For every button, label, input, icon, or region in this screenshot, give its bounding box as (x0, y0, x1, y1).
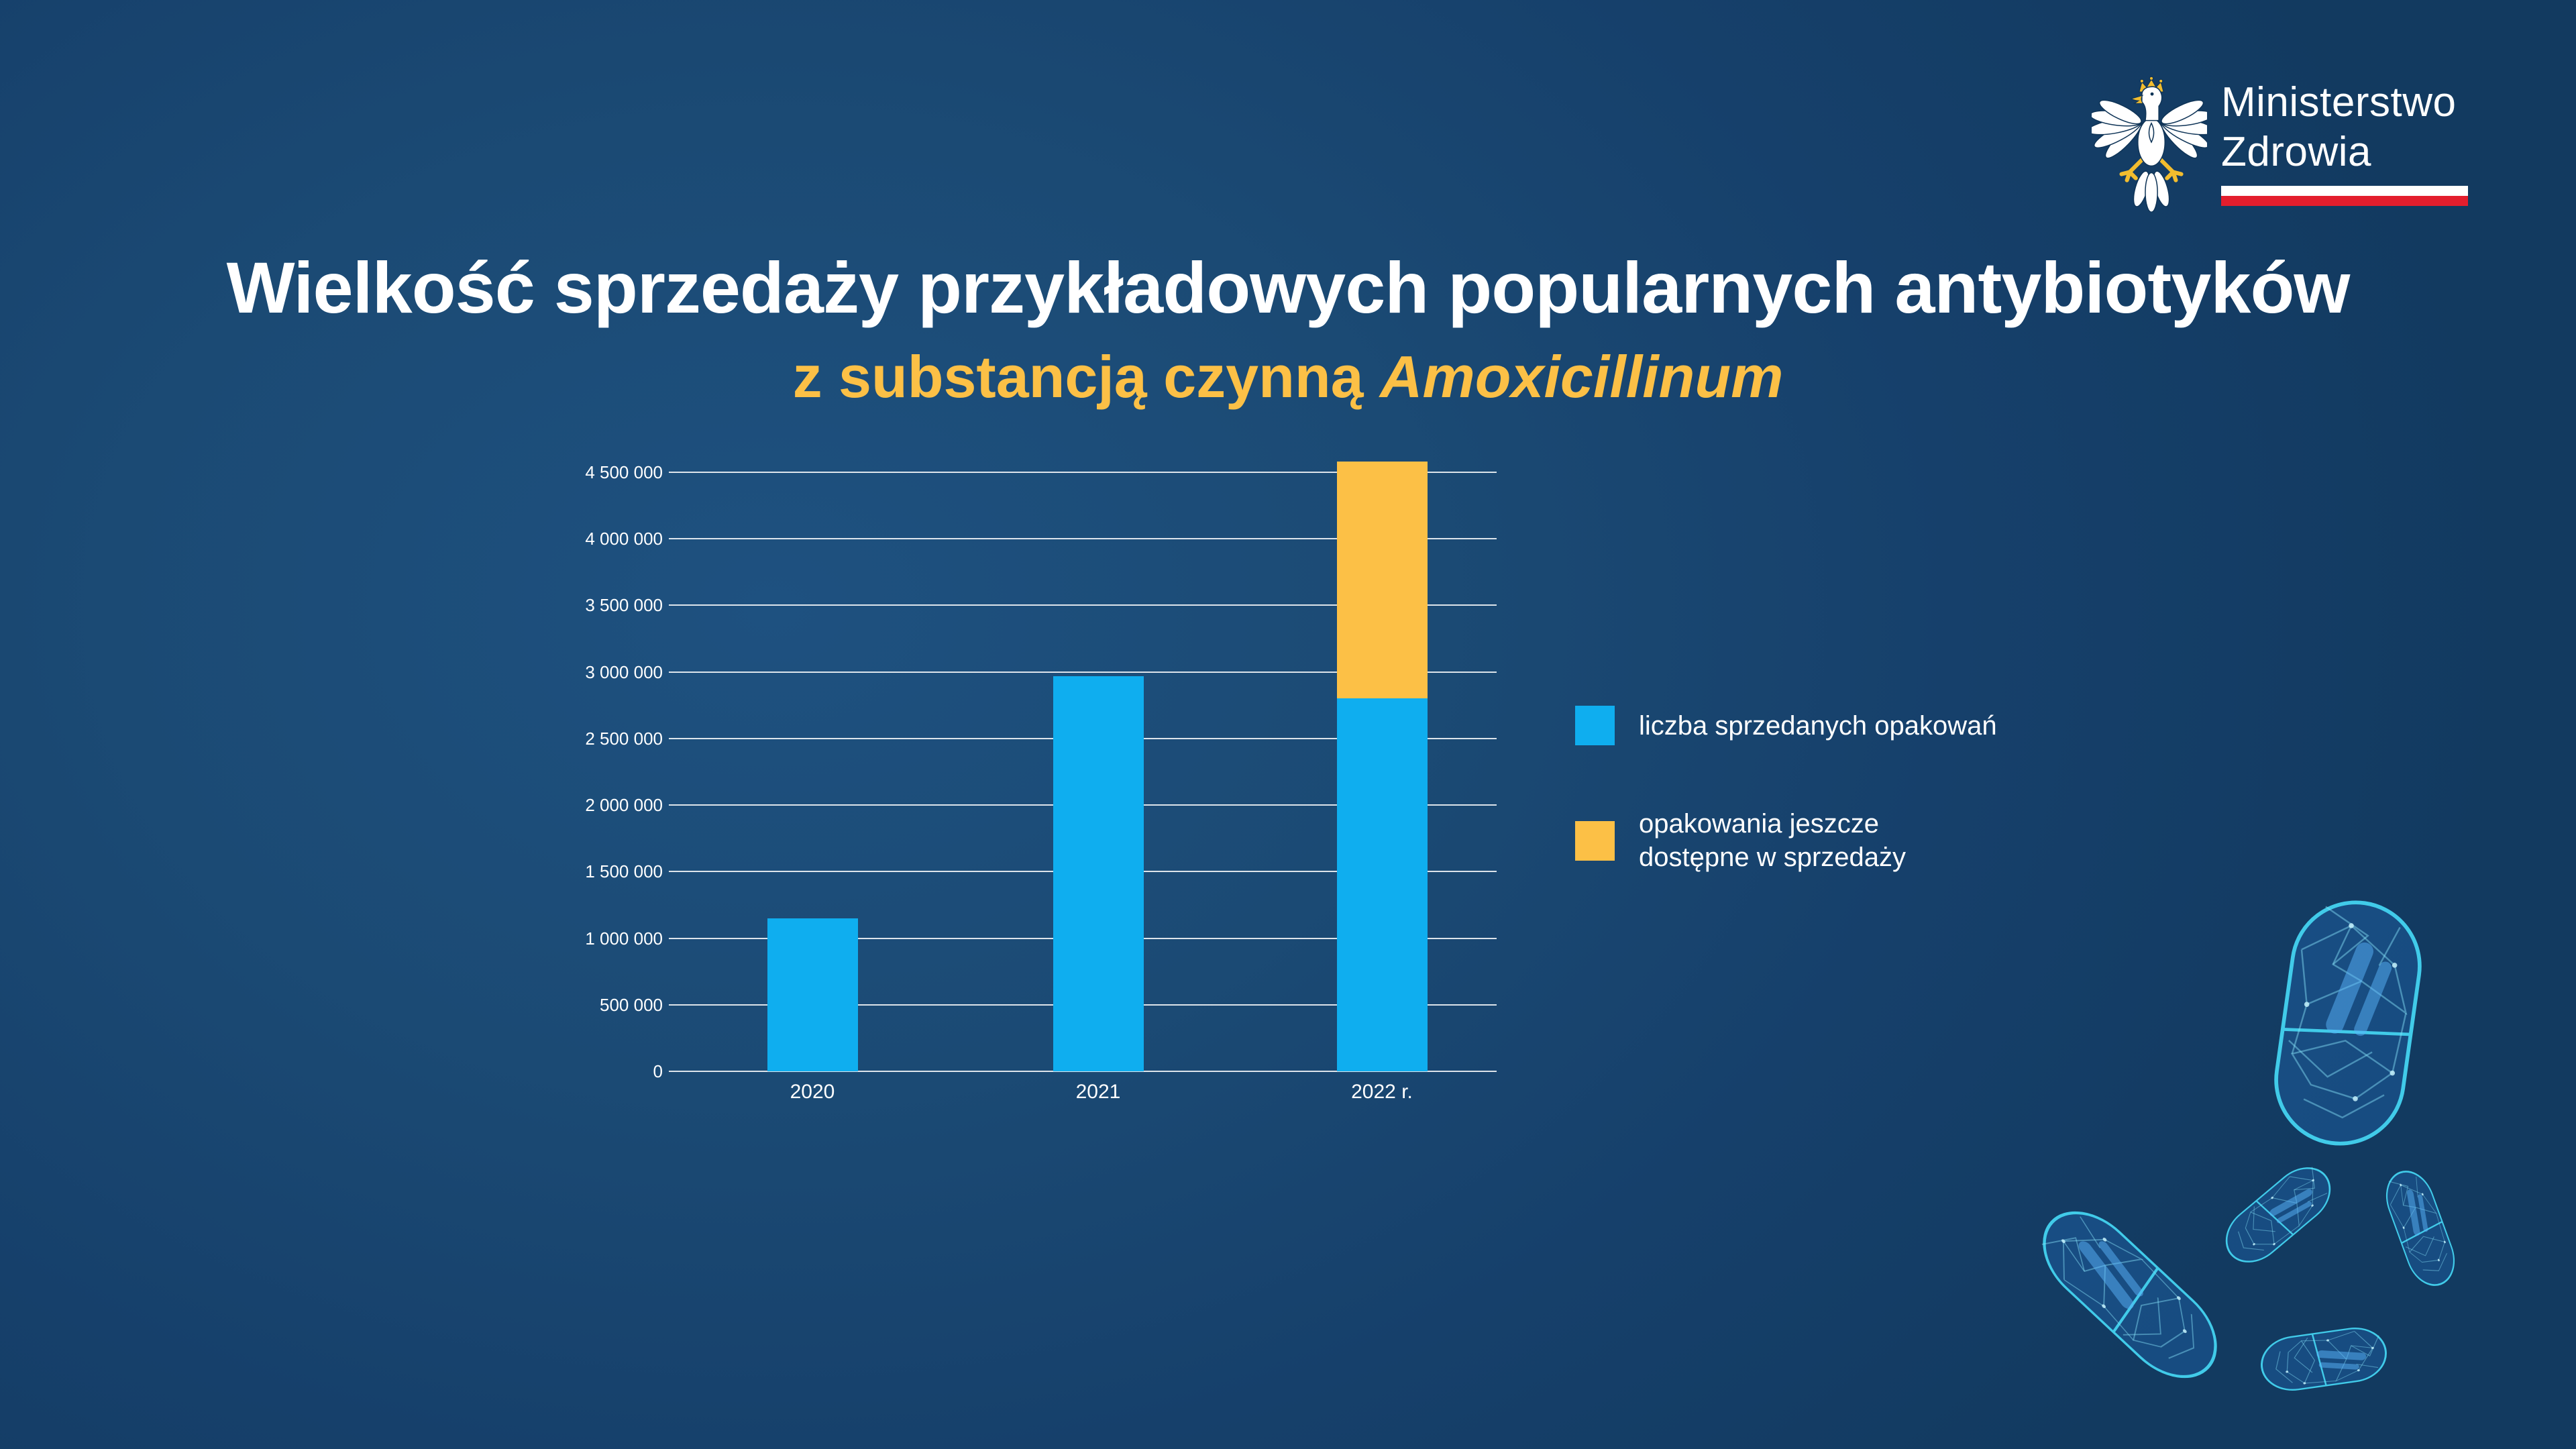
left-wing (2092, 99, 2143, 159)
gridline (669, 1071, 1497, 1072)
ministry-logo: Ministerstwo Zdrowia (2092, 72, 2494, 227)
gridline (669, 604, 1497, 606)
y-axis-tick-label: 1 000 000 (585, 928, 663, 949)
capsule-icon-medium (2026, 1194, 2234, 1396)
x-axis-tick-label: 2022 r. (1351, 1081, 1413, 1103)
page-subtitle: z substancją czynną Amoxicillinum (0, 343, 2576, 411)
capsule-icon-small-1 (2214, 1155, 2342, 1275)
x-axis-tick-label: 2020 (790, 1081, 835, 1103)
subtitle-substance-name: Amoxicillinum (1379, 343, 1784, 410)
tail (2133, 170, 2170, 212)
poland-flag-icon (2221, 186, 2468, 206)
capsule-icon-large (2268, 894, 2428, 1152)
gridline (669, 472, 1497, 473)
ministry-name-line2: Zdrowia (2221, 129, 2372, 175)
page-title: Wielkość sprzedaży przykładowych popular… (0, 247, 2576, 329)
y-axis-tick-label: 4 000 000 (585, 529, 663, 549)
x-axis-tick-label: 2021 (1075, 1081, 1121, 1103)
legend-item: liczba sprzedanych opakowań (1575, 706, 1997, 745)
y-axis-tick-label: 4 500 000 (585, 462, 663, 482)
y-axis-tick-label: 500 000 (600, 994, 663, 1015)
y-axis-tick-label: 3 000 000 (585, 661, 663, 682)
ministry-name: Ministerstwo Zdrowia (2221, 78, 2457, 177)
y-axis-tick-label: 3 500 000 (585, 595, 663, 616)
head-shape (2141, 86, 2163, 121)
bar-segment (767, 918, 858, 1071)
ministry-name-line1: Ministerstwo (2221, 79, 2457, 125)
chart-legend: liczba sprzedanych opakowań opakowania je… (1575, 706, 1997, 874)
gridline (669, 538, 1497, 540)
bar-segment (1336, 462, 1428, 699)
right-wing (2160, 99, 2207, 159)
y-axis-tick-label: 2 500 000 (585, 728, 663, 749)
plot-area: 0 500 000 1 000 000 1 500 000 2 000 000 2 500… (585, 462, 1497, 1103)
y-axis-tick-label: 2 000 000 (585, 795, 663, 816)
legend-item: opakowania jeszcze dostępne w sprzedaży (1575, 807, 1997, 874)
page-title-text: Wielkość sprzedaży przykładowych popular… (226, 247, 2351, 328)
legend-label: liczba sprzedanych opakowań (1639, 710, 1997, 741)
legend-swatch (1575, 820, 1615, 861)
eagle-icon (2092, 76, 2207, 212)
y-axis-tick-label: 0 (653, 1061, 663, 1081)
bar-segment (1336, 698, 1428, 1071)
capsule-icon-small-2 (2377, 1163, 2463, 1293)
y-axis-tick-label: 1 500 000 (585, 861, 663, 882)
wireframe-pills-illustration (2012, 892, 2463, 1449)
gridline (669, 671, 1497, 673)
bar-segment (1053, 676, 1144, 1071)
subtitle-prefix: z substancją czynną (792, 343, 1380, 410)
capsule-icon-small-3 (2257, 1323, 2391, 1395)
legend-label: opakowania jeszcze dostępne w sprzedaży (1639, 809, 1907, 872)
eye (2150, 92, 2154, 96)
legend-swatch (1575, 706, 1615, 745)
flag-red-stripe (2221, 196, 2468, 206)
flag-white-stripe (2221, 186, 2468, 196)
beak-shape (2130, 95, 2145, 104)
